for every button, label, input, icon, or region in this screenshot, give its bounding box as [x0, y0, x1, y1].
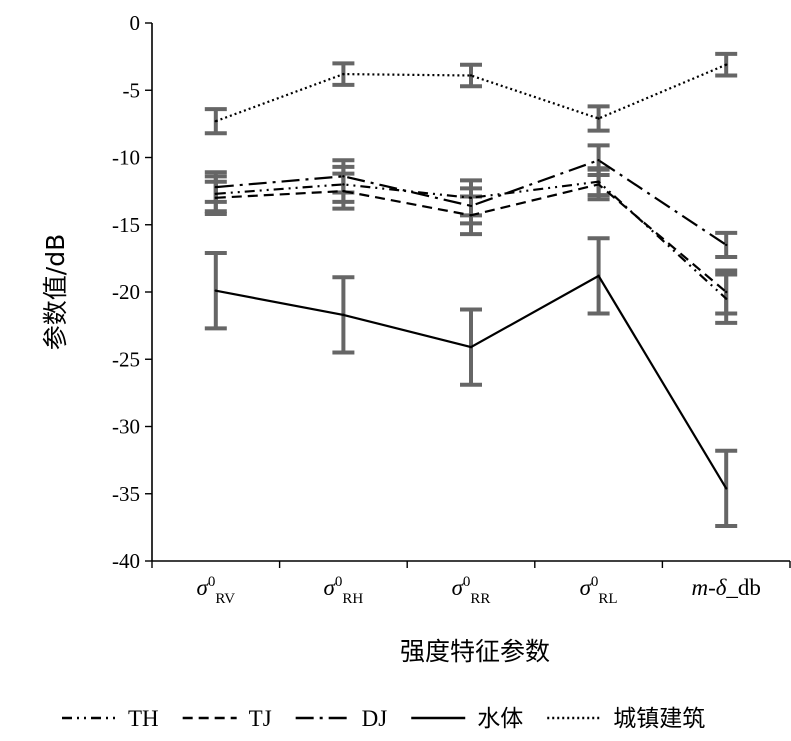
data-point [214, 119, 217, 123]
data-point [342, 72, 345, 76]
y-tick-label: -20 [112, 280, 140, 304]
y-tick-label: -35 [112, 482, 140, 506]
legend-label: 水体 [477, 706, 523, 731]
data-point [469, 214, 473, 217]
data-point [597, 158, 600, 162]
y-axis-title: 参数值/dB [41, 234, 70, 350]
data-point [469, 74, 473, 77]
series-line-0 [215, 180, 727, 300]
series-line-4 [215, 63, 727, 123]
data-point [214, 192, 217, 196]
y-tick-label: 0 [130, 11, 141, 35]
data-point [597, 274, 600, 278]
legend-label: DJ [362, 706, 388, 731]
data-point [725, 243, 728, 247]
data-point [725, 487, 728, 490]
data-point [214, 185, 217, 189]
x-tick-label: m-δ_db [691, 575, 760, 600]
data-point [214, 196, 217, 200]
data-point [214, 289, 217, 292]
data-point [725, 63, 728, 66]
data-point [342, 175, 345, 178]
series-line-2 [215, 158, 727, 246]
data-point [469, 196, 473, 200]
data-point [342, 183, 345, 186]
data-point [342, 313, 345, 317]
data-point [469, 345, 473, 349]
legend-label: TJ [249, 706, 272, 731]
x-tick-label: σ0RV [197, 574, 236, 607]
data-point [597, 180, 600, 183]
x-tick-label: σ0RL [580, 574, 618, 607]
legend-label: 城镇建筑 [613, 706, 705, 731]
data-point [725, 297, 728, 300]
y-tick-label: -5 [123, 78, 141, 102]
y-tick-label: -10 [112, 146, 140, 170]
data-point [725, 290, 728, 294]
x-axis-title: 强度特征参数 [400, 637, 550, 666]
data-point [597, 183, 600, 186]
legend-label: TH [128, 706, 159, 731]
y-tick-label: -15 [112, 213, 140, 237]
y-tick-label: -25 [112, 347, 140, 371]
x-tick-label: σ0RH [324, 574, 364, 607]
data-point [469, 204, 473, 208]
y-tick-label: -30 [112, 415, 140, 439]
y-tick-label: -40 [112, 549, 140, 573]
data-point [342, 189, 345, 193]
data-point [597, 117, 600, 120]
x-tick-label: σ0RR [452, 574, 491, 607]
